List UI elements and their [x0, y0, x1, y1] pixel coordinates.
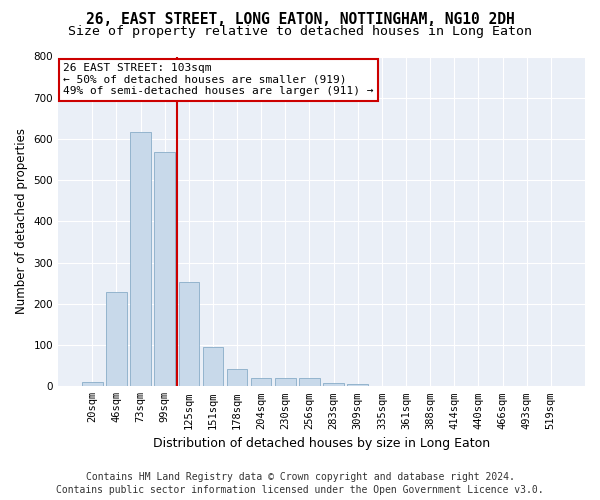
Text: 26 EAST STREET: 103sqm
← 50% of detached houses are smaller (919)
49% of semi-de: 26 EAST STREET: 103sqm ← 50% of detached…: [64, 63, 374, 96]
Text: Contains HM Land Registry data © Crown copyright and database right 2024.
Contai: Contains HM Land Registry data © Crown c…: [56, 472, 544, 495]
Bar: [347, 384, 368, 386]
Bar: [251, 378, 271, 386]
Text: Size of property relative to detached houses in Long Eaton: Size of property relative to detached ho…: [68, 25, 532, 38]
Bar: [275, 378, 296, 386]
Bar: [82, 382, 103, 386]
Bar: [130, 132, 151, 386]
X-axis label: Distribution of detached houses by size in Long Eaton: Distribution of detached houses by size …: [153, 437, 490, 450]
Bar: [299, 378, 320, 386]
Bar: [203, 346, 223, 387]
Y-axis label: Number of detached properties: Number of detached properties: [15, 128, 28, 314]
Bar: [106, 292, 127, 386]
Bar: [154, 152, 175, 386]
Text: 26, EAST STREET, LONG EATON, NOTTINGHAM, NG10 2DH: 26, EAST STREET, LONG EATON, NOTTINGHAM,…: [86, 12, 514, 28]
Bar: [179, 282, 199, 387]
Bar: [323, 382, 344, 386]
Bar: [227, 368, 247, 386]
